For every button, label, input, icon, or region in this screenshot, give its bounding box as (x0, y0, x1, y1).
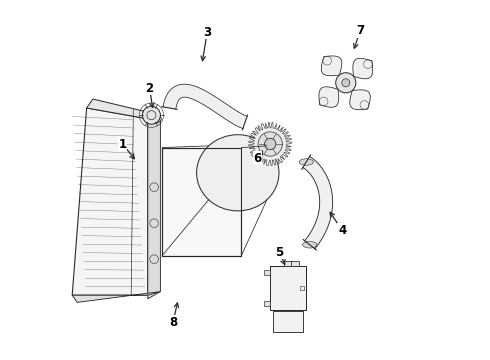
Bar (292, 261, 299, 266)
Circle shape (258, 132, 282, 156)
Text: 2: 2 (146, 82, 154, 95)
Bar (264, 270, 270, 275)
Polygon shape (148, 115, 160, 299)
Bar (273, 311, 303, 332)
Text: 4: 4 (338, 224, 346, 237)
Circle shape (265, 138, 276, 150)
Ellipse shape (303, 242, 317, 248)
Ellipse shape (196, 135, 279, 211)
Polygon shape (353, 58, 373, 79)
Polygon shape (321, 56, 342, 76)
Circle shape (342, 79, 350, 87)
Polygon shape (163, 84, 247, 129)
Bar (270, 266, 306, 310)
Bar (264, 301, 270, 306)
Text: 8: 8 (169, 316, 177, 329)
Bar (162, 148, 242, 256)
Text: 3: 3 (203, 26, 211, 39)
Circle shape (336, 73, 356, 93)
Polygon shape (87, 99, 160, 119)
Bar (162, 148, 242, 256)
Text: 6: 6 (253, 152, 262, 165)
Bar (284, 261, 292, 266)
Polygon shape (72, 108, 148, 295)
Circle shape (143, 106, 160, 124)
Ellipse shape (299, 159, 313, 165)
Polygon shape (248, 122, 292, 166)
Polygon shape (303, 157, 333, 249)
Bar (300, 286, 304, 290)
Polygon shape (72, 292, 160, 302)
Polygon shape (350, 90, 370, 110)
Text: 1: 1 (119, 138, 126, 150)
Text: 5: 5 (275, 246, 283, 258)
Ellipse shape (147, 114, 161, 123)
Text: 7: 7 (356, 24, 364, 37)
Polygon shape (319, 87, 339, 107)
